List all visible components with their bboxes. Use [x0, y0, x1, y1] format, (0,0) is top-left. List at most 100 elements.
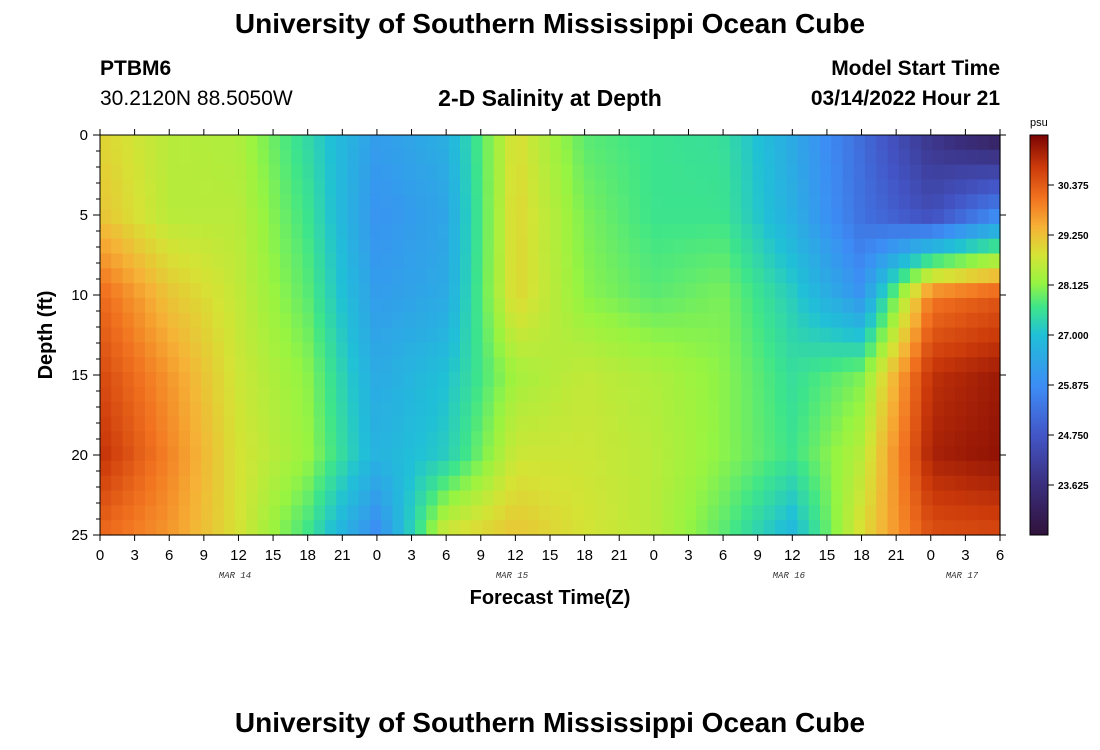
heatmap-cell [291, 520, 304, 536]
heatmap-cell [943, 179, 956, 195]
heatmap-cell [235, 223, 247, 240]
heatmap-cell [122, 386, 135, 403]
heatmap-cell [898, 342, 911, 358]
heatmap-cell [426, 223, 439, 240]
heatmap-cell [550, 238, 562, 255]
heatmap-cell [178, 238, 191, 255]
heatmap-cell [437, 431, 450, 447]
heatmap-cell [718, 135, 731, 151]
heatmap-cell [257, 401, 270, 418]
heatmap-cell [460, 372, 472, 388]
heatmap-cell [561, 209, 574, 225]
heatmap-cell [673, 209, 686, 225]
heatmap-cell [122, 135, 135, 151]
heatmap-cell [865, 327, 877, 343]
heatmap-cell [460, 357, 472, 373]
heatmap-cell [932, 149, 945, 166]
heatmap-cell [955, 312, 967, 329]
heatmap-cell [752, 209, 765, 225]
heatmap-cell [595, 475, 607, 492]
heatmap-cell [741, 283, 754, 299]
heatmap-cell [876, 194, 889, 210]
heatmap-cell [572, 164, 585, 181]
heatmap-cell [381, 386, 394, 403]
heatmap-cell [403, 164, 416, 181]
heatmap-cell [167, 416, 180, 432]
heatmap-cell [100, 386, 112, 403]
heatmap-cell [696, 372, 709, 388]
heatmap-cell [730, 431, 742, 447]
heatmap-cell [988, 520, 1001, 536]
heatmap-cell [910, 431, 922, 447]
heatmap-cell [538, 431, 551, 447]
heatmap-cell [820, 164, 832, 181]
heatmap-cell [651, 238, 664, 255]
heatmap-cell [358, 475, 371, 492]
heatmap-cell [842, 520, 855, 536]
heatmap-cell [448, 342, 461, 358]
heatmap-cell [201, 386, 214, 403]
heatmap-cell [932, 312, 945, 329]
heatmap-cell [493, 297, 506, 314]
heatmap-cell [550, 490, 562, 506]
heatmap-cell [167, 253, 180, 269]
x-tick-label: 6 [165, 547, 173, 564]
heatmap-cell [865, 209, 877, 225]
heatmap-cell [763, 327, 776, 343]
heatmap-cell [280, 401, 292, 418]
heatmap-cell [516, 312, 529, 329]
heatmap-cell [415, 253, 427, 269]
heatmap-cell [786, 475, 799, 492]
heatmap-cell [606, 223, 619, 240]
heatmap-cell [988, 416, 1001, 432]
heatmap-cell [898, 446, 911, 462]
heatmap-cell [302, 135, 315, 151]
heatmap-cell [550, 520, 562, 536]
heatmap-cell [876, 505, 889, 521]
heatmap-cell [842, 312, 855, 329]
heatmap-cell [718, 386, 731, 403]
heatmap-cell [943, 357, 956, 373]
heatmap-cell [336, 327, 349, 343]
heatmap-cell [403, 327, 416, 343]
heatmap-cell [516, 520, 529, 536]
heatmap-cell [718, 283, 731, 299]
heatmap-cell [932, 179, 945, 195]
heatmap-cell [212, 520, 225, 536]
heatmap-cell [955, 490, 967, 506]
heatmap-cell [707, 505, 720, 521]
heatmap-cell [471, 179, 484, 195]
heatmap-cell [167, 446, 180, 462]
heatmap-cell [313, 268, 326, 284]
heatmap-cell [966, 179, 979, 195]
heatmap-cell [493, 312, 506, 329]
heatmap-cell [437, 490, 450, 506]
heatmap-cell [831, 372, 844, 388]
heatmap-cell [707, 164, 720, 181]
heatmap-cell [482, 372, 495, 388]
heatmap-cell [460, 520, 472, 536]
heatmap-cell [707, 460, 720, 477]
heatmap-cell [561, 357, 574, 373]
heatmap-cell [291, 209, 304, 225]
heatmap-cell [797, 179, 810, 195]
heatmap-cell [808, 357, 821, 373]
heatmap-cell [100, 431, 112, 447]
heatmap-cell [516, 386, 529, 403]
heatmap-cell [932, 327, 945, 343]
heatmap-cell [696, 505, 709, 521]
heatmap-cell [988, 460, 1001, 477]
heatmap-cell [268, 312, 281, 329]
heatmap-cell [595, 297, 607, 314]
heatmap-cell [538, 268, 551, 284]
heatmap-cell [358, 223, 371, 240]
heatmap-cell [122, 149, 135, 166]
heatmap-cell [763, 342, 776, 358]
heatmap-cell [111, 179, 124, 195]
heatmap-cell [133, 386, 146, 403]
heatmap-cell [167, 520, 180, 536]
heatmap-cell [280, 431, 292, 447]
heatmap-cell [572, 283, 585, 299]
heatmap-cell [865, 238, 877, 255]
heatmap-cell [133, 460, 146, 477]
